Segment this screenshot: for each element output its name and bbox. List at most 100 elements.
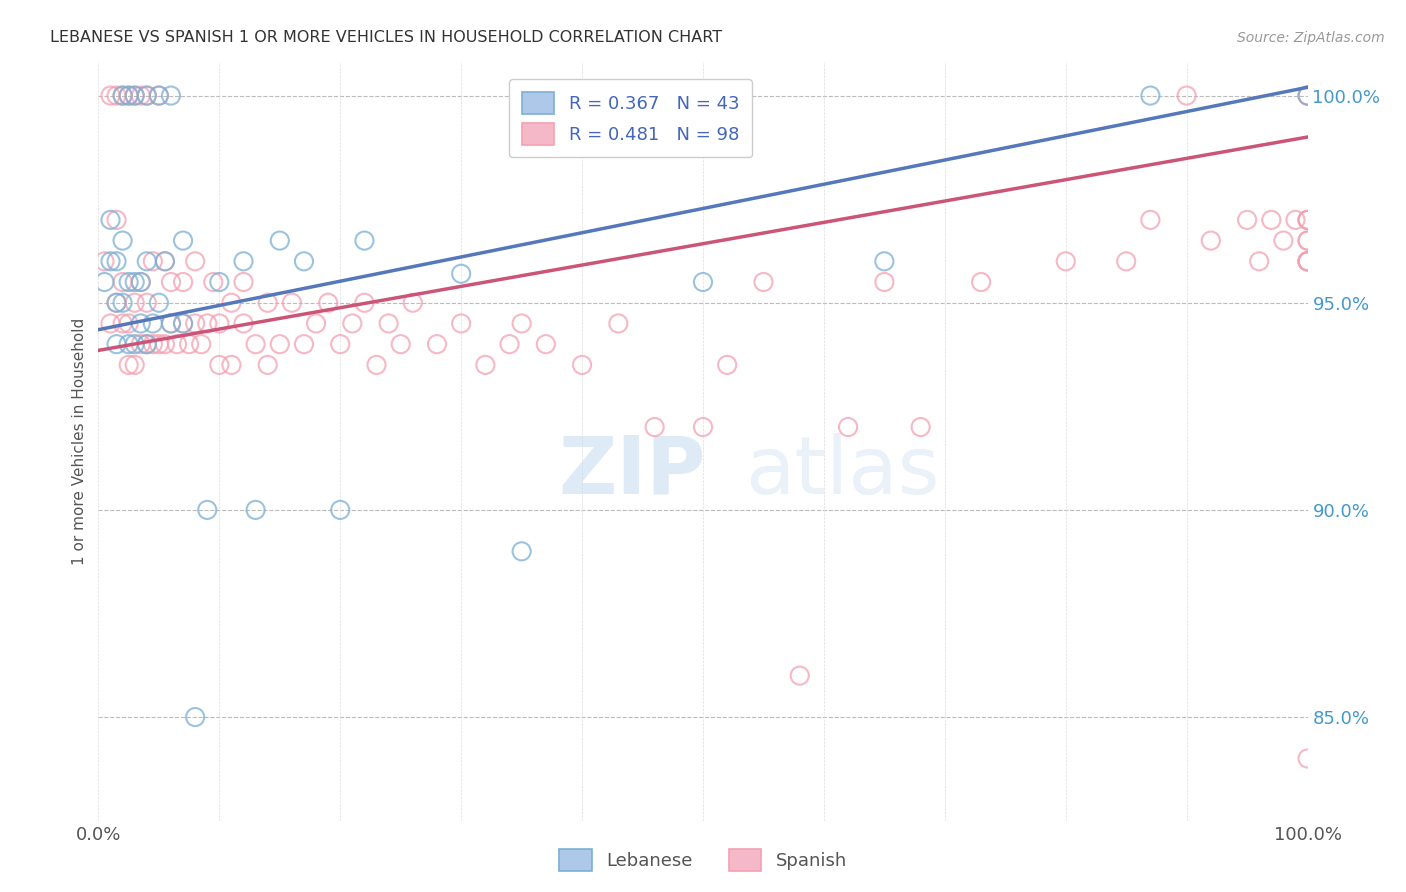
Point: [329, 337, 352, 351]
Point: [190, 337, 212, 351]
Point: [1175, 88, 1198, 103]
Point: [402, 295, 425, 310]
Point: [1296, 213, 1319, 227]
Point: [148, 295, 170, 310]
Point: [1296, 751, 1319, 765]
Point: [111, 234, 134, 248]
Point: [1054, 254, 1077, 268]
Point: [716, 358, 738, 372]
Point: [93, 254, 115, 268]
Point: [498, 337, 520, 351]
Point: [1296, 234, 1319, 248]
Point: [172, 275, 194, 289]
Point: [153, 254, 176, 268]
Point: [135, 337, 157, 351]
Point: [245, 337, 267, 351]
Point: [93, 275, 115, 289]
Point: [245, 503, 267, 517]
Point: [100, 254, 122, 268]
Point: [1115, 254, 1137, 268]
Point: [281, 295, 304, 310]
Point: [129, 317, 152, 331]
Point: [135, 337, 157, 351]
Point: [510, 317, 533, 331]
Point: [1296, 254, 1319, 268]
Point: [873, 275, 896, 289]
Point: [644, 420, 666, 434]
Point: [1296, 213, 1319, 227]
Point: [1296, 254, 1319, 268]
Point: [1260, 213, 1282, 227]
Point: [118, 317, 141, 331]
Point: [232, 254, 254, 268]
Point: [1296, 88, 1319, 103]
Point: [1296, 88, 1319, 103]
Point: [329, 503, 352, 517]
Point: [105, 88, 128, 103]
Point: [100, 88, 122, 103]
Point: [510, 544, 533, 558]
Legend: Lebanese, Spanish: Lebanese, Spanish: [553, 842, 853, 879]
Point: [160, 275, 183, 289]
Point: [1199, 234, 1222, 248]
Point: [135, 88, 157, 103]
Point: [111, 295, 134, 310]
Point: [692, 420, 714, 434]
Point: [208, 275, 231, 289]
Text: ZIP: ZIP: [558, 433, 706, 511]
Point: [474, 358, 496, 372]
Point: [1236, 213, 1258, 227]
Text: Source: ZipAtlas.com: Source: ZipAtlas.com: [1237, 31, 1385, 45]
Point: [692, 275, 714, 289]
Point: [172, 317, 194, 331]
Point: [142, 254, 165, 268]
Point: [184, 254, 207, 268]
Point: [135, 254, 157, 268]
Point: [1284, 213, 1306, 227]
Point: [1249, 254, 1271, 268]
Y-axis label: 1 or more Vehicles in Household: 1 or more Vehicles in Household: [72, 318, 87, 566]
Point: [316, 295, 339, 310]
Point: [166, 337, 188, 351]
Point: [1139, 213, 1161, 227]
Point: [269, 337, 291, 351]
Point: [366, 358, 388, 372]
Point: [292, 254, 315, 268]
Point: [118, 358, 141, 372]
Point: [160, 317, 183, 331]
Point: [389, 337, 412, 351]
Point: [118, 275, 141, 289]
Point: [129, 88, 152, 103]
Point: [124, 275, 146, 289]
Point: [1272, 234, 1295, 248]
Point: [142, 337, 165, 351]
Point: [1296, 254, 1319, 268]
Point: [970, 275, 993, 289]
Point: [135, 88, 157, 103]
Point: [124, 337, 146, 351]
Point: [353, 295, 375, 310]
Point: [571, 358, 593, 372]
Point: [353, 234, 375, 248]
Point: [837, 420, 859, 434]
Point: [118, 337, 141, 351]
Point: [208, 317, 231, 331]
Point: [342, 317, 364, 331]
Point: [221, 295, 243, 310]
Point: [305, 317, 328, 331]
Point: [148, 88, 170, 103]
Legend: R = 0.367   N = 43, R = 0.481   N = 98: R = 0.367 N = 43, R = 0.481 N = 98: [509, 79, 752, 157]
Point: [195, 503, 218, 517]
Point: [1296, 254, 1319, 268]
Point: [129, 337, 152, 351]
Point: [172, 234, 194, 248]
Point: [105, 213, 128, 227]
Text: LEBANESE VS SPANISH 1 OR MORE VEHICLES IN HOUSEHOLD CORRELATION CHART: LEBANESE VS SPANISH 1 OR MORE VEHICLES I…: [51, 29, 723, 45]
Point: [195, 317, 218, 331]
Point: [1296, 234, 1319, 248]
Point: [179, 337, 201, 351]
Point: [1139, 88, 1161, 103]
Point: [256, 295, 278, 310]
Point: [100, 317, 122, 331]
Point: [100, 213, 122, 227]
